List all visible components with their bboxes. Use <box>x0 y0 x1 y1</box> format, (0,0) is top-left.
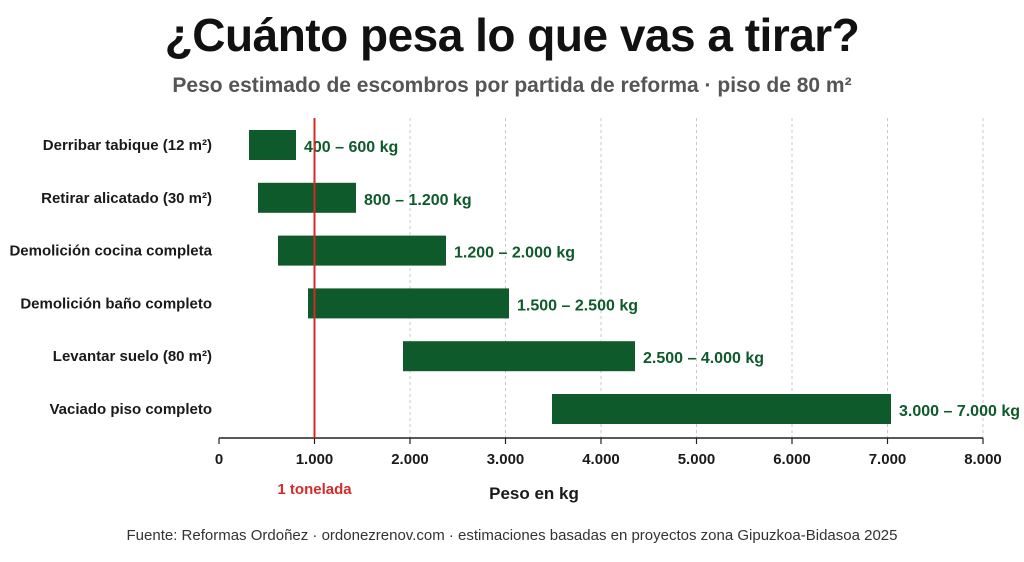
x-tick-label: 5.000 <box>678 451 716 468</box>
x-tick-label: 0 <box>215 451 223 468</box>
x-tick-label: 8.000 <box>964 451 1002 468</box>
category-label: Derribar tabique (12 m²) <box>43 137 212 154</box>
bar-range <box>258 182 356 213</box>
range-bar-chart: 0 1.000 2.000 3.000 4.000 5.000 6.000 7.000 8.00… <box>9 118 1020 503</box>
bar-range <box>278 235 446 266</box>
bar-range <box>552 394 891 424</box>
value-label: 3.000 – 7.000 kg <box>899 403 1020 420</box>
value-label: 1.200 – 2.000 kg <box>454 245 575 262</box>
category-label: Retirar alicatado (30 m²) <box>41 190 212 207</box>
value-label: 400 – 600 kg <box>304 139 398 156</box>
x-tick-label: 6.000 <box>773 451 811 468</box>
category-label: Levantar suelo (80 m²) <box>53 348 212 365</box>
x-axis-title: Peso en kg <box>489 484 579 503</box>
value-label: 1.500 – 2.500 kg <box>517 297 638 314</box>
x-tick-label: 1.000 <box>296 451 334 468</box>
x-tick-label: 4.000 <box>582 451 620 468</box>
bar-range <box>403 341 635 372</box>
value-label: 800 – 1.200 kg <box>364 192 472 209</box>
reference-label: 1 tonelada <box>277 481 352 498</box>
bar-range <box>249 130 296 160</box>
chart-title: ¿Cuánto pesa lo que vas a tirar? <box>164 9 860 61</box>
chart-subtitle: Peso estimado de escombros por partida d… <box>172 74 852 97</box>
bar-range <box>308 288 509 319</box>
x-tick-label: 2.000 <box>391 451 429 468</box>
x-tick-label: 3.000 <box>487 451 525 468</box>
category-label: Vaciado piso completo <box>49 401 212 418</box>
category-label: Demolición cocina completa <box>9 243 212 260</box>
source-footer: Fuente: Reformas Ordoñez · ordonezrenov.… <box>126 527 898 544</box>
value-label: 2.500 – 4.000 kg <box>643 350 764 367</box>
category-label: Demolición baño completo <box>20 295 212 312</box>
x-tick-label: 7.000 <box>869 451 907 468</box>
